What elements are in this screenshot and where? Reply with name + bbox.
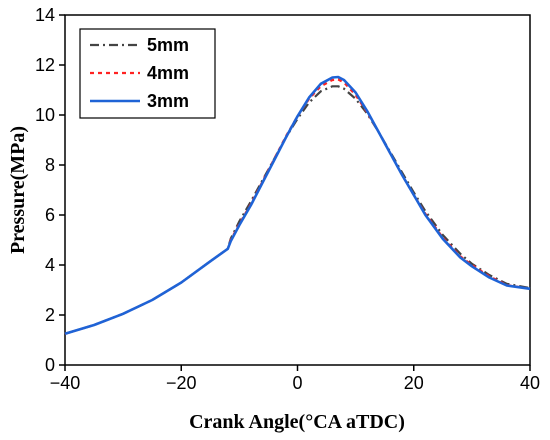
y-tick-label: 2 <box>45 305 55 325</box>
x-tick-label: 40 <box>520 373 540 393</box>
legend-label-5mm: 5mm <box>147 35 189 55</box>
series-line-3mm <box>64 75 531 336</box>
legend-label-4mm: 4mm <box>147 63 189 83</box>
x-tick-label: −20 <box>166 373 197 393</box>
x-tick-label: 20 <box>404 373 424 393</box>
y-tick-label: 14 <box>35 5 55 25</box>
y-tick-label: 10 <box>35 105 55 125</box>
x-axis-title: Crank Angle(°CA aTDC) <box>189 411 405 433</box>
legend: 5mm 4mm 3mm <box>79 28 216 119</box>
series-line-5mm <box>64 85 531 335</box>
y-tick-label: 4 <box>45 255 55 275</box>
legend-box <box>79 28 216 119</box>
y-tick-label: 6 <box>45 205 55 225</box>
x-tick-label: −40 <box>50 373 81 393</box>
y-tick-label: 12 <box>35 55 55 75</box>
legend-label-3mm: 3mm <box>147 91 189 111</box>
y-axis-title: Pressure(MPa) <box>7 126 29 254</box>
ticks-layer: −40 −20 0 20 40 0 2 4 6 8 10 12 14 <box>35 5 540 393</box>
series-layer <box>64 75 531 336</box>
y-tick-label: 8 <box>45 155 55 175</box>
x-tick-label: 0 <box>292 373 302 393</box>
y-tick-label: 0 <box>45 355 55 375</box>
